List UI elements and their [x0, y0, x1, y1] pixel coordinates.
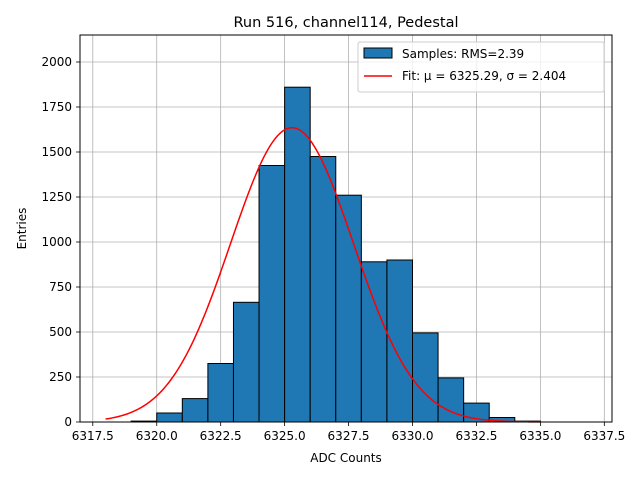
- histogram-bar-4: [207, 363, 234, 423]
- x-axis-label: ADC Counts: [310, 451, 382, 465]
- chart-title: Run 516, channel114, Pedestal: [233, 15, 458, 31]
- y-tick-label-1: 250: [49, 370, 72, 384]
- y-tick-label-3: 750: [49, 280, 72, 294]
- histogram-bars: [130, 86, 541, 423]
- y-tick-label-7: 1750: [41, 100, 72, 114]
- x-tick-label-2: 6322.5: [200, 429, 242, 443]
- x-tick-label-6: 6332.5: [455, 429, 497, 443]
- legend-label-samples: Samples: RMS=2.39: [402, 47, 524, 61]
- x-tick-label-1: 6320.0: [136, 429, 178, 443]
- y-tick-label-8: 2000: [41, 55, 72, 69]
- histogram-bar-7: [284, 86, 311, 423]
- histogram-bar-8: [309, 156, 337, 423]
- legend-label-fit: Fit: μ = 6325.29, σ = 2.404: [402, 69, 566, 83]
- y-tick-label-6: 1500: [41, 145, 72, 159]
- x-tick-label-3: 6325.0: [264, 429, 306, 443]
- histogram-bar-2: [156, 412, 183, 423]
- x-axis-ticks: 6317.5 6320.0 6322.5 6325.0 6327.5 6330.0 6332…: [72, 422, 625, 443]
- legend-swatch-samples: [363, 47, 393, 59]
- histogram-bar-3: [181, 398, 209, 423]
- histogram-bar-10: [360, 261, 388, 423]
- x-tick-label-0: 6317.5: [72, 429, 114, 443]
- y-axis-label: Entries: [15, 208, 29, 250]
- y-tick-label-2: 500: [49, 325, 72, 339]
- histogram-bar-12: [412, 332, 439, 423]
- y-axis-ticks: 0 250 500 750 1000 1250 1500 1750 2000: [41, 55, 80, 429]
- plot-frame: [79, 34, 613, 423]
- legend-box: [357, 41, 605, 93]
- x-tick-label-5: 6330.0: [392, 429, 434, 443]
- y-tick-label-4: 1000: [41, 235, 72, 249]
- fit-curve-group: [105, 126, 541, 423]
- y-tick-label-5: 1250: [41, 190, 72, 204]
- legend: Samples: RMS=2.39 Fit: μ = 6325.29, σ = …: [357, 41, 605, 93]
- histogram-bar-6: [258, 165, 286, 423]
- x-tick-label-4: 6327.5: [328, 429, 370, 443]
- x-tick-label-8: 6337.5: [583, 429, 625, 443]
- histogram-bar-5: [232, 301, 260, 423]
- y-tick-label-0: 0: [64, 415, 72, 429]
- fit-curve: [105, 126, 541, 423]
- x-tick-label-7: 6335.0: [519, 429, 561, 443]
